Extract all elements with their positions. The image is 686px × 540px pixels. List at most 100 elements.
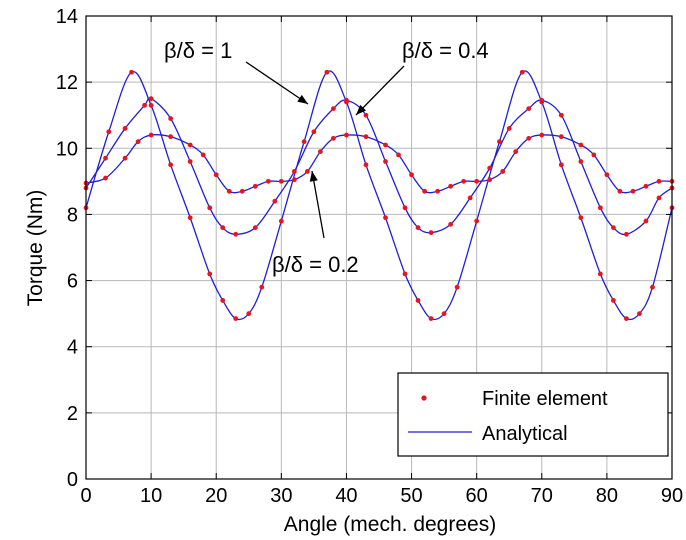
legend-box xyxy=(397,372,669,457)
finite-element-point xyxy=(168,162,174,168)
x-tick-label: 90 xyxy=(661,485,683,507)
finite-element-point xyxy=(148,96,154,102)
finite-element-point xyxy=(578,159,584,164)
x-tick-label: 40 xyxy=(335,485,357,507)
axes: 0 10 20 30 40 50 60 70 80 90 0 2 4 6 8 10 12 14 xyxy=(56,6,683,507)
finite-element-point xyxy=(187,142,193,148)
finite-element-point xyxy=(103,155,108,161)
finite-element-point xyxy=(226,188,232,194)
annotation-arrow-1-line xyxy=(355,65,405,116)
finite-element-point xyxy=(624,316,629,322)
finite-element-point xyxy=(311,129,317,135)
finite-element-point xyxy=(122,126,128,131)
y-tick-label: 10 xyxy=(56,138,78,160)
y-tick-label: 0 xyxy=(67,469,78,491)
finite-element-point xyxy=(467,195,473,201)
finite-element-point xyxy=(344,97,349,103)
finite-element-point xyxy=(207,271,213,277)
finite-element-point xyxy=(220,225,226,231)
finite-element-point xyxy=(324,69,330,75)
finite-element-point xyxy=(474,178,480,184)
finite-element-point xyxy=(187,215,193,221)
annotation-arrow-1-head xyxy=(356,104,367,115)
finite-element-point xyxy=(428,316,434,322)
finite-element-point xyxy=(331,106,336,111)
finite-element-point xyxy=(272,198,278,204)
x-tick-label: 30 xyxy=(270,485,292,507)
finite-element-point xyxy=(448,183,454,189)
finite-element-point xyxy=(291,169,297,174)
legend-marker-finite-element xyxy=(421,395,427,401)
finite-element-point xyxy=(519,69,525,75)
annotation-arrow-2-head xyxy=(309,171,318,182)
x-axis-label: Angle (mech. degrees) xyxy=(284,513,496,536)
finite-element-point xyxy=(435,188,440,194)
finite-element-point xyxy=(396,152,401,158)
finite-element-point xyxy=(265,178,271,184)
finite-element-point xyxy=(301,139,307,145)
finite-element-point xyxy=(213,172,219,178)
annotation-arrow-2-line xyxy=(311,170,325,239)
finite-element-point xyxy=(558,134,564,140)
x-tick-label: 80 xyxy=(596,485,618,507)
y-tick-label: 14 xyxy=(56,6,78,28)
finite-element-point xyxy=(428,230,434,236)
plot-frame xyxy=(85,15,673,480)
finite-element-point xyxy=(422,188,427,194)
finite-element-point xyxy=(148,132,154,138)
finite-element-point xyxy=(474,218,480,224)
finite-element-point xyxy=(383,159,388,164)
finite-element-point xyxy=(142,102,148,108)
x-tick-label: 10 xyxy=(140,485,162,507)
analytical-curve-0 xyxy=(85,70,673,321)
finite-element-point xyxy=(129,69,134,75)
finite-element-point xyxy=(441,311,447,317)
finite-element-point xyxy=(402,205,408,211)
finite-element-point xyxy=(487,177,493,183)
legend-label-finite-element: Finite element xyxy=(482,388,608,410)
annotation-label-0: β/δ = 1 xyxy=(164,38,232,63)
finite-element-point xyxy=(409,172,414,178)
finite-element-point xyxy=(148,102,154,108)
finite-element-point xyxy=(539,97,545,103)
annotation-arrow-0-head xyxy=(297,94,308,104)
annotation-arrow-0-line xyxy=(245,61,309,105)
finite-element-point xyxy=(246,311,252,317)
finite-element-point xyxy=(591,152,597,158)
finite-element-point xyxy=(500,169,506,174)
legend: Finite element Analytical xyxy=(397,372,669,457)
finite-element-point xyxy=(604,172,610,178)
finite-element-point xyxy=(278,218,284,224)
y-axis-label: Torque (Nm) xyxy=(24,190,47,307)
finite-element-point xyxy=(643,183,649,189)
finite-element-point xyxy=(103,175,108,181)
finite-element-point xyxy=(200,152,206,158)
x-tick-label: 20 xyxy=(205,485,227,507)
finite-element-point xyxy=(637,311,642,317)
finite-element-point xyxy=(448,221,454,227)
finite-element-point xyxy=(331,135,336,141)
finite-element-point xyxy=(526,135,532,141)
x-tick-label: 50 xyxy=(400,485,422,507)
finite-element-point xyxy=(259,284,265,290)
annotation-label-2: β/δ = 0.2 xyxy=(272,252,359,277)
x-tick-label: 0 xyxy=(80,485,91,507)
finite-element-point xyxy=(187,159,193,164)
x-tick-label: 60 xyxy=(466,485,488,507)
finite-element-point xyxy=(402,271,408,277)
y-tick-label: 4 xyxy=(67,337,78,359)
finite-element-point xyxy=(122,155,128,161)
finite-element-point xyxy=(487,165,493,171)
legend-label-analytical: Analytical xyxy=(482,423,568,445)
finite-element-point xyxy=(611,225,616,231)
finite-element-point xyxy=(239,188,245,194)
finite-element-point xyxy=(558,112,564,118)
finite-element-point xyxy=(506,126,512,131)
finite-element-point xyxy=(526,106,532,111)
finite-element-point xyxy=(233,316,239,322)
y-tick-label: 8 xyxy=(67,204,78,226)
annotation-label-1: β/δ = 0.4 xyxy=(402,38,489,63)
finite-element-point xyxy=(617,188,623,194)
finite-element-point xyxy=(135,139,141,145)
finite-element-point xyxy=(578,215,584,221)
